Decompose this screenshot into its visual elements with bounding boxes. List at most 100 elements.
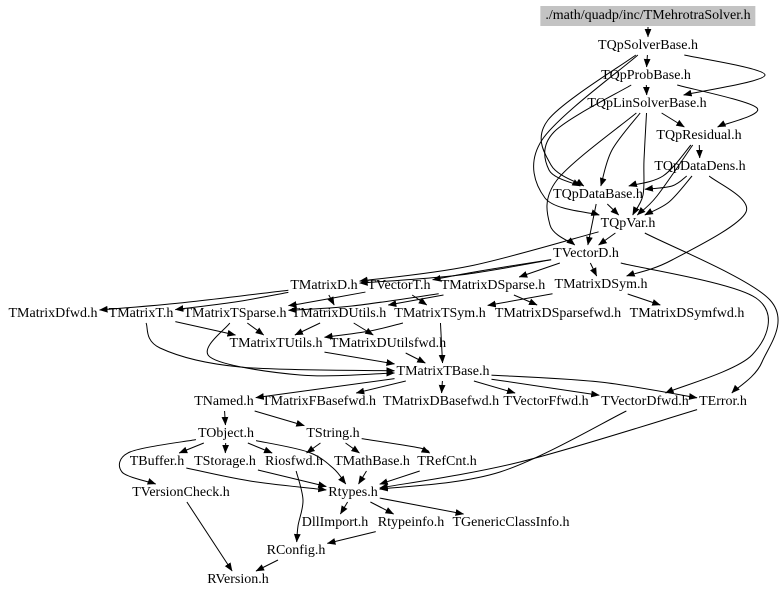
graph-node-dllimport[interactable]: DllImport.h	[301, 515, 369, 530]
graph-node-tmatrixdsparse[interactable]: TMatrixDSparse.h	[440, 278, 546, 293]
include-edge-trefcnt-to-rtypes	[379, 470, 420, 485]
include-edge-tmatrixtsym-to-tmatrixtutils	[324, 322, 404, 340]
include-edge-tvectort-to-tmatrixtsym	[411, 294, 428, 306]
include-edge-tqpdatadens-to-tqpvar	[644, 175, 693, 216]
graph-node-tqpprobbase[interactable]: TQpProbBase.h	[601, 68, 691, 83]
include-edge-tqplinsolverbase-to-tqpresidual	[661, 112, 685, 128]
graph-node-tmathbase[interactable]: TMathBase.h	[334, 454, 410, 469]
include-edge-tqpsolverbase-to-tqpprobbase	[643, 54, 651, 68]
include-edge-tmatrixtsparse-to-tmatrixtutils	[247, 322, 265, 336]
graph-node-tmatrixfbasefwd[interactable]: TMatrixFBasefwd.h	[262, 394, 376, 409]
include-edge-tobject-to-tbuffer	[178, 442, 205, 454]
include-edge-tmatrixtbase-to-tmatrixfbasefwd	[355, 380, 406, 395]
include-edge-tmatrixdsym-to-tmatrixdsymfwd	[627, 293, 661, 306]
graph-node-tmatrixdutils[interactable]: TMatrixDUtils.h	[291, 306, 387, 321]
graph-node-tmatrixdbasefwd[interactable]: TMatrixDBasefwd.h	[382, 394, 500, 409]
include-edge-tqplinsolverbase-to-tqpdatabase	[599, 112, 641, 187]
graph-node-tversioncheck[interactable]: TVersionCheck.h	[132, 485, 230, 500]
include-edge-rtypes-to-tgenericclassinfo	[379, 497, 465, 516]
include-edge-tmatrixtutils-to-tmatrixtbase	[324, 351, 395, 366]
include-edge-tobject-to-tversioncheck	[118, 439, 197, 485]
graph-node-tmatrixdsymfwd[interactable]: TMatrixDSymfwd.h	[629, 306, 745, 321]
include-edge-tqpvar-to-tvectord	[598, 232, 616, 246]
graph-node-mehrotra[interactable]: ./math/quadp/inc/TMehrotraSolver.h	[540, 6, 756, 26]
include-edge-tmatrixdsym-to-tmatrixtsym	[487, 293, 553, 308]
include-edge-tqpprobbase-to-tqpdatabase	[544, 84, 632, 187]
graph-node-tstring[interactable]: TString.h	[306, 426, 360, 441]
graph-node-rtypeinfo[interactable]: Rtypeinfo.h	[377, 515, 445, 530]
graph-node-tstorage[interactable]: TStorage.h	[194, 454, 256, 469]
include-edge-tmatrixd-to-tmatrixdutils	[327, 294, 335, 306]
graph-node-tqpvar[interactable]: TQpVar.h	[600, 216, 656, 231]
include-edge-tbuffer-to-rtypes	[186, 467, 327, 493]
include-edge-rtypes-to-dllimport	[339, 501, 349, 515]
graph-node-tvectordfwd[interactable]: TVectorDfwd.h	[601, 394, 689, 409]
graph-node-tgenericclassinfo[interactable]: TGenericClassInfo.h	[452, 515, 570, 530]
include-edge-tobject-to-rtypes	[255, 440, 347, 485]
include-edge-tqpresidual-to-tqpdatabase	[628, 144, 692, 187]
graph-node-tmatrixtsym[interactable]: TMatrixTSym.h	[394, 306, 486, 321]
graph-node-tqpresidual[interactable]: TQpResidual.h	[656, 128, 742, 143]
graph-node-tqplinsolverbase[interactable]: TQpLinSolverBase.h	[587, 96, 707, 111]
graph-node-tvectort[interactable]: TVectorT.h	[367, 278, 431, 293]
graph-node-tnamed[interactable]: TNamed.h	[194, 394, 254, 409]
include-edge-tmatrixd-to-tmatrixt	[174, 291, 289, 312]
graph-node-rversion[interactable]: RVersion.h	[207, 572, 269, 587]
include-edge-terror-to-rtypes	[379, 409, 698, 490]
graph-node-tvectorffwd[interactable]: TVectorFfwd.h	[503, 394, 589, 409]
include-edge-tvectord-to-tmatrixdsparse	[518, 262, 561, 278]
include-edge-rconfig-to-rversion	[255, 559, 279, 572]
include-edge-tmatrixdutils-to-tmatrixdutilsfwd	[353, 322, 374, 336]
include-edge-tvectord-to-tvectort	[432, 259, 552, 282]
graph-node-tqpdatadens[interactable]: TQpDataDens.h	[654, 159, 746, 174]
include-edge-tstorage-to-rtypes	[257, 469, 327, 488]
include-edge-tmathbase-to-rtypes	[358, 470, 367, 485]
graph-node-tbuffer[interactable]: TBuffer.h	[129, 454, 185, 469]
include-edge-tvectord-to-tmatrixdsym	[589, 262, 598, 277]
graph-node-tobject[interactable]: TObject.h	[197, 426, 255, 441]
graph-node-tmatrixtutils[interactable]: TMatrixTUtils.h	[229, 336, 323, 351]
graph-node-tmatrixd[interactable]: TMatrixD.h	[290, 278, 358, 293]
graph-node-tmatrixdutilsfwd[interactable]: TMatrixDUtilsfwd.h	[329, 336, 447, 351]
graph-node-terror[interactable]: TError.h	[699, 394, 747, 409]
graph-node-tmatrixdsym[interactable]: TMatrixDSym.h	[554, 277, 648, 292]
include-edge-riosfwd-to-rconfig	[293, 470, 304, 543]
include-edge-tmatrixtbase-to-tvectordfwd	[491, 378, 600, 398]
include-edge-tqplinsolverbase-to-tvectord	[546, 112, 637, 246]
include-edge-tmatrixdutils-to-tmatrixtutils	[294, 322, 321, 336]
include-edge-tmatrixdsparse-to-tmatrixtsparse	[288, 293, 439, 314]
graph-node-rtypes[interactable]: Rtypes.h	[328, 485, 378, 500]
graph-node-tmatrixdfwd[interactable]: TMatrixDfwd.h	[8, 306, 98, 321]
include-edge-tmatrixtsym-to-tmatrixtbase	[438, 322, 446, 364]
include-edge-tqpsolverbase-to-tqplinsolverbase	[683, 54, 766, 97]
include-edge-tvectort-to-tmatrixtsparse	[288, 291, 366, 308]
graph-node-tmatrixdsparsefwd[interactable]: TMatrixDSparsefwd.h	[494, 306, 622, 321]
graph-node-tqpsolverbase[interactable]: TQpSolverBase.h	[598, 38, 698, 53]
include-edge-tmatrixtbase-to-tmatrixdbasefwd	[438, 380, 446, 394]
graph-node-trefcnt[interactable]: TRefCnt.h	[417, 454, 477, 469]
include-edge-tqpdatadens-to-tqpdatabase	[644, 175, 688, 192]
graph-node-riosfwd[interactable]: Riosfwd.h	[265, 454, 323, 469]
graph-node-rconfig[interactable]: RConfig.h	[266, 543, 326, 558]
include-edge-tqpdatabase-to-tqpvar	[606, 203, 620, 216]
include-edge-tqpdatadens-to-tmatrixdsym	[626, 175, 748, 277]
include-edge-tmatrixd-to-tmatrixdfwd	[99, 289, 289, 313]
include-edge-tnamed-to-tstring	[254, 410, 305, 427]
include-edge-rtypeinfo-to-rconfig	[326, 531, 376, 545]
include-edge-tqpresidual-to-tqpvar	[636, 144, 694, 216]
include-edge-tstring-to-trefcnt	[361, 438, 430, 454]
graph-node-tqpdatabase[interactable]: TQpDataBase.h	[553, 187, 643, 202]
include-edge-tmatrixt-to-tmatrixtutils	[175, 321, 236, 337]
include-edge-tversioncheck-to-rversion	[186, 501, 233, 572]
graph-node-tvectord[interactable]: TVectorD.h	[553, 246, 619, 261]
graph-node-tmatrixtbase[interactable]: TMatrixTBase.h	[396, 364, 490, 379]
include-edge-tobject-to-riosfwd	[247, 442, 273, 454]
include-edge-tmatrixt-to-tmatrixtbase	[145, 322, 395, 375]
graph-node-tmatrixt[interactable]: TMatrixT.h	[108, 306, 174, 321]
graph-node-tmatrixtsparse[interactable]: TMatrixTSparse.h	[183, 306, 287, 321]
include-edge-tmatrixtbase-to-tnamed	[255, 378, 395, 400]
include-edge-tvectord-to-tvectordfwd	[620, 262, 769, 394]
include-edge-tnamed-to-tobject	[221, 410, 229, 426]
